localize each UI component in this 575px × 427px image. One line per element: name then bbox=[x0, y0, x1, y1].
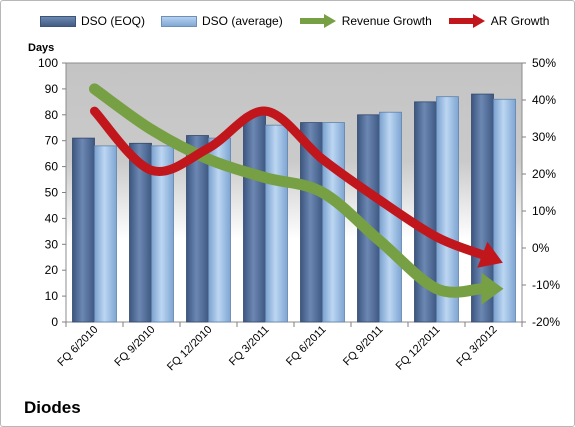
legend-label-dso-eoq: DSO (EOQ) bbox=[81, 14, 146, 28]
chart-legend: DSO (EOQ) DSO (average) Revenue Growth A… bbox=[40, 14, 565, 28]
y-tick-label-10: 100 bbox=[38, 56, 58, 70]
x-tick-label-6: FQ 12/2011 bbox=[394, 324, 443, 373]
x-tick-label-5: FQ 9/2011 bbox=[341, 324, 386, 369]
y2-tick-label-1: -10% bbox=[532, 278, 560, 292]
y-tick-label-0: 0 bbox=[51, 315, 58, 329]
y-tick-label-6: 60 bbox=[45, 160, 59, 174]
y-tick-label-1: 10 bbox=[45, 289, 59, 303]
arrowhead-revenue-growth bbox=[481, 272, 504, 305]
y2-tick-label-6: 40% bbox=[532, 93, 556, 107]
legend-label-revenue-growth: Revenue Growth bbox=[341, 14, 432, 28]
y2-tick-label-7: 50% bbox=[532, 56, 556, 70]
bar-dso-average-6 bbox=[436, 96, 459, 323]
y-tick-label-8: 80 bbox=[45, 108, 59, 122]
legend-swatch-dso-eoq bbox=[40, 15, 76, 27]
y-tick-label-4: 40 bbox=[45, 211, 59, 225]
bar-dso-average-7 bbox=[493, 98, 516, 323]
y-tick-label-7: 70 bbox=[45, 134, 59, 148]
y-tick-label-5: 50 bbox=[45, 186, 59, 200]
x-tick-label-2: FQ 12/2010 bbox=[165, 324, 215, 374]
bar-dso-average-1 bbox=[151, 145, 174, 323]
legend-label-ar-growth: AR Growth bbox=[490, 14, 550, 28]
x-tick-label-4: FQ 6/2011 bbox=[284, 324, 329, 369]
legend-item-revenue-growth: Revenue Growth bbox=[299, 14, 432, 28]
legend-item-dso-average: DSO (average) bbox=[161, 14, 283, 28]
y2-tick-label-2: 0% bbox=[532, 241, 550, 255]
y2-tick-label-5: 30% bbox=[532, 130, 556, 144]
line-revenue-growth bbox=[89, 83, 487, 298]
bar-dso-average-4 bbox=[322, 122, 345, 323]
lines-group bbox=[89, 83, 504, 305]
line-ar-growth bbox=[90, 106, 487, 260]
chart-title: Diodes bbox=[24, 398, 81, 417]
bar-dso-eoq-0 bbox=[72, 137, 95, 323]
x-tick-label-7: FQ 3/2012 bbox=[454, 324, 499, 369]
y-axis-title: Days bbox=[28, 42, 55, 54]
bar-dso-eoq-3 bbox=[243, 114, 266, 323]
x-tick-label-3: FQ 3/2011 bbox=[227, 324, 272, 369]
legend-item-ar-growth: AR Growth bbox=[448, 14, 550, 28]
y2-tick-label-4: 20% bbox=[532, 167, 556, 181]
bar-dso-average-0 bbox=[94, 145, 117, 323]
x-tick-label-1: FQ 9/2010 bbox=[112, 324, 157, 369]
legend-item-dso-eoq: DSO (EOQ) bbox=[40, 14, 145, 28]
y-tick-label-2: 20 bbox=[45, 263, 59, 277]
y-tick-label-3: 30 bbox=[45, 237, 59, 251]
bar-dso-average-3 bbox=[265, 124, 288, 323]
y2-tick-label-0: -20% bbox=[532, 315, 560, 329]
arrowhead-ar-growth bbox=[477, 241, 503, 268]
legend-swatch-revenue-growth bbox=[299, 14, 336, 28]
y2-tick-label-3: 10% bbox=[532, 204, 556, 218]
legend-swatch-ar-growth bbox=[448, 14, 485, 28]
y-tick-label-9: 90 bbox=[45, 82, 59, 96]
legend-label-dso-average: DSO (average) bbox=[202, 14, 283, 28]
x-tick-label-0: FQ 6/2010 bbox=[55, 324, 100, 369]
legend-swatch-dso-average bbox=[161, 15, 198, 27]
